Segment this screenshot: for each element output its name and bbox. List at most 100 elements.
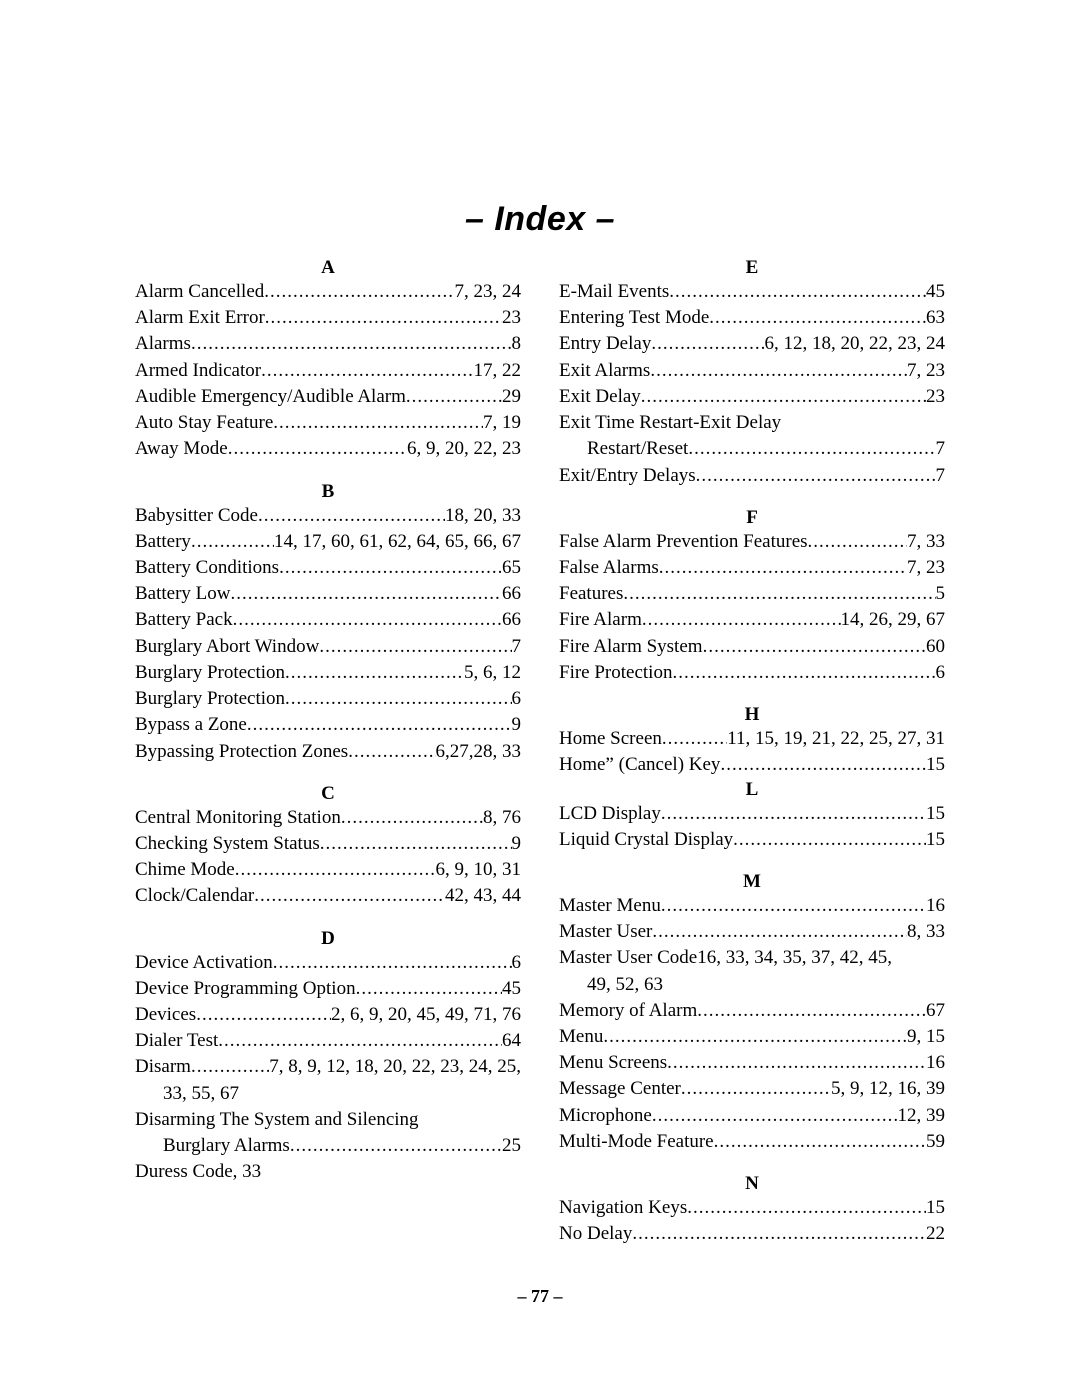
- index-entry: Disarm 7, 8, 9, 12, 18, 20, 22, 23, 24, …: [135, 1054, 521, 1080]
- leader-dots: [720, 752, 926, 778]
- index-entry: No Delay 22: [559, 1221, 945, 1247]
- entry-pages: 17, 22: [474, 358, 522, 384]
- spacer: [559, 686, 945, 700]
- index-entry: Babysitter Code 18, 20, 33: [135, 503, 521, 529]
- entry-label: Bypass a Zone: [135, 712, 247, 738]
- index-entry: Message Center 5, 9, 12, 16, 39: [559, 1076, 945, 1102]
- index-entry: Battery Low 66: [135, 581, 521, 607]
- entry-label: Burglary Abort Window: [135, 634, 319, 660]
- entry-label: Fire Protection: [559, 660, 672, 686]
- entry-label: Burglary Alarms: [135, 1133, 290, 1159]
- entry-label: False Alarm Prevention Features: [559, 529, 808, 555]
- entry-pages: 15: [926, 801, 945, 827]
- index-entry: Fire Alarm System 60: [559, 634, 945, 660]
- leader-dots: [258, 503, 445, 529]
- entry-label: Bypassing Protection Zones: [135, 739, 348, 765]
- index-entry: Alarm Exit Error 23: [135, 305, 521, 331]
- entry-pages: 6, 9, 10, 31: [436, 857, 522, 883]
- entry-label: Multi-Mode Feature: [559, 1129, 714, 1155]
- entry-pages: 7: [512, 634, 522, 660]
- entry-label: No Delay: [559, 1221, 632, 1247]
- entry-pages: 45: [502, 976, 521, 1002]
- leader-dots: [651, 331, 764, 357]
- entry-pages: 6,27,28, 33: [436, 739, 522, 765]
- leader-dots: [231, 581, 502, 607]
- entry-pages: 14, 17, 60, 61, 62, 64, 65, 66, 67: [274, 529, 521, 555]
- entry-label: Auto Stay Feature: [135, 410, 273, 436]
- entry-pages: 12, 39: [898, 1103, 946, 1129]
- leader-dots: [733, 827, 926, 853]
- leader-dots: [603, 1024, 907, 1050]
- leader-dots: [290, 1133, 502, 1159]
- page: – Index – AAlarm Cancelled 7, 23, 24Alar…: [0, 0, 1080, 1397]
- leader-dots: [650, 358, 907, 384]
- index-entry: Device Activation 6: [135, 950, 521, 976]
- left-column: AAlarm Cancelled 7, 23, 24Alarm Exit Err…: [135, 257, 521, 1248]
- leader-dots: [697, 998, 926, 1024]
- index-entry: Audible Emergency/Audible Alarm 29: [135, 384, 521, 410]
- leader-dots: [247, 712, 512, 738]
- right-column: EE-Mail Events 45Entering Test Mode 63En…: [559, 257, 945, 1248]
- entry-label: Entering Test Mode: [559, 305, 709, 331]
- leader-dots: [341, 805, 483, 831]
- leader-dots: [235, 857, 436, 883]
- index-entry: Battery Pack 66: [135, 607, 521, 633]
- leader-dots: [696, 463, 936, 489]
- leader-dots: [261, 358, 473, 384]
- entry-pages: 8, 33: [907, 919, 945, 945]
- index-entry: Entry Delay 6, 12, 18, 20, 22, 23, 24: [559, 331, 945, 357]
- leader-dots: [348, 739, 435, 765]
- entry-label: Checking System Status: [135, 831, 320, 857]
- entry-label: Clock/Calendar: [135, 883, 254, 909]
- leader-dots: [191, 529, 274, 555]
- index-entry: Bypass a Zone 9: [135, 712, 521, 738]
- leader-dots: [228, 436, 407, 462]
- entry-pages: 7, 33: [907, 529, 945, 555]
- leader-dots: [218, 1028, 502, 1054]
- entry-pages: 63: [926, 305, 945, 331]
- leader-dots: [681, 1076, 831, 1102]
- entry-label: Disarm: [135, 1054, 191, 1080]
- leader-dots: [709, 305, 926, 331]
- index-entry: LCD Display 15: [559, 801, 945, 827]
- entry-pages: 60: [926, 634, 945, 660]
- index-entry: Burglary Protection 5, 6, 12: [135, 660, 521, 686]
- leader-dots: [356, 976, 502, 1002]
- index-entry: Menu 9, 15: [559, 1024, 945, 1050]
- entry-pages: 45: [926, 279, 945, 305]
- spacer: [559, 1155, 945, 1169]
- spacer: [135, 910, 521, 924]
- entry-label: Microphone: [559, 1103, 652, 1129]
- entry-label: Exit/Entry Delays: [559, 463, 696, 489]
- index-entry: Home” (Cancel) Key 15: [559, 752, 945, 778]
- index-entry: Burglary Abort Window 7: [135, 634, 521, 660]
- index-entry: Auto Stay Feature 7, 19: [135, 410, 521, 436]
- index-entry: Fire Alarm 14, 26, 29, 67: [559, 607, 945, 633]
- entry-pages: 18, 20, 33: [445, 503, 521, 529]
- index-entry: Devices 2, 6, 9, 20, 45, 49, 71, 76: [135, 1002, 521, 1028]
- entry-pages: 15: [926, 827, 945, 853]
- index-entry: Burglary Protection 6: [135, 686, 521, 712]
- entry-label: Battery Low: [135, 581, 231, 607]
- leader-dots: [406, 384, 502, 410]
- entry-pages: 66: [502, 581, 521, 607]
- index-entry: False Alarm Prevention Features 7, 33: [559, 529, 945, 555]
- leader-dots: [265, 305, 502, 331]
- entry-pages: 16: [926, 1050, 945, 1076]
- entry-label: Dialer Test: [135, 1028, 218, 1054]
- entry-label: LCD Display: [559, 801, 661, 827]
- leader-dots: [320, 831, 512, 857]
- leader-dots: [233, 607, 502, 633]
- spacer: [135, 463, 521, 477]
- index-entry: Chime Mode 6, 9, 10, 31: [135, 857, 521, 883]
- index-title: – Index –: [135, 200, 945, 239]
- index-entry: Menu Screens 16: [559, 1050, 945, 1076]
- leader-dots: [703, 634, 926, 660]
- section-letter: M: [559, 871, 945, 893]
- leader-dots: [641, 384, 926, 410]
- leader-dots: [632, 1221, 926, 1247]
- leader-dots: [688, 436, 935, 462]
- section-letter: B: [135, 481, 521, 503]
- entry-pages: 7, 23: [907, 358, 945, 384]
- section-letter: L: [559, 779, 945, 801]
